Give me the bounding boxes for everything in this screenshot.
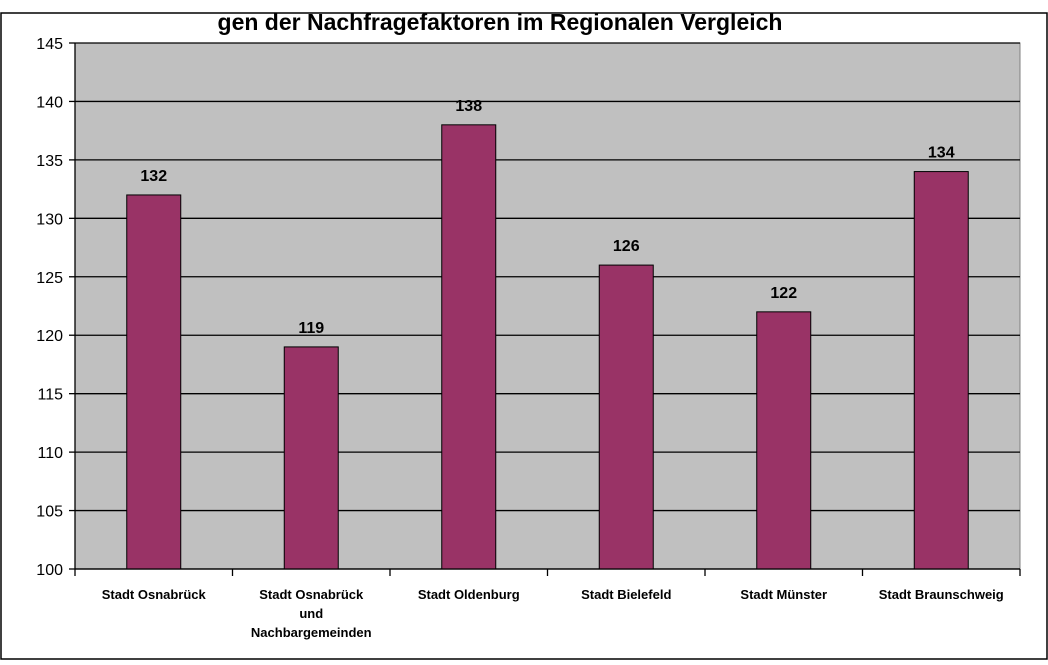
x-tick-label: Stadt Oldenburg: [418, 587, 520, 602]
y-tick-label: 145: [36, 36, 63, 53]
y-tick-label: 120: [36, 328, 63, 345]
bar: [598, 264, 654, 570]
y-tick-label: 125: [36, 270, 63, 287]
labels: 100 105 110 115 120 125 130 135 140 145 132 Stadt O…: [36, 36, 1003, 640]
x-tick-label: Stadt Osnabrück: [259, 587, 364, 602]
bar: [126, 194, 182, 570]
data-label: 122: [770, 285, 797, 302]
data-label: 134: [928, 145, 955, 162]
y-tick-label: 100: [36, 562, 63, 579]
bar: [913, 171, 969, 570]
x-tick-label: Stadt Osnabrück: [102, 587, 207, 602]
y-tick-label: 135: [36, 153, 63, 170]
data-label: 138: [455, 98, 482, 115]
data-label: 132: [140, 168, 167, 185]
x-tick-label: und: [299, 606, 323, 621]
plot-area: [74, 42, 1021, 570]
bar: [441, 124, 497, 570]
axes: [69, 42, 1021, 576]
y-tick-label: 130: [36, 211, 63, 228]
chart-border: [0, 12, 1048, 660]
y-tick-label: 115: [37, 387, 63, 404]
y-tick-label: 105: [36, 504, 63, 521]
data-label: 119: [298, 320, 324, 337]
x-tick-label: Stadt Münster: [740, 587, 827, 602]
data-label: 126: [613, 238, 640, 255]
y-tick-label: 110: [37, 445, 63, 462]
bar: [283, 346, 339, 570]
bar: [756, 311, 812, 570]
x-tick-label: Stadt Braunschweig: [879, 587, 1004, 602]
x-tick-label: Nachbargemeinden: [251, 625, 372, 640]
y-tick-label: 140: [36, 94, 63, 111]
x-tick-label: Stadt Bielefeld: [581, 587, 671, 602]
